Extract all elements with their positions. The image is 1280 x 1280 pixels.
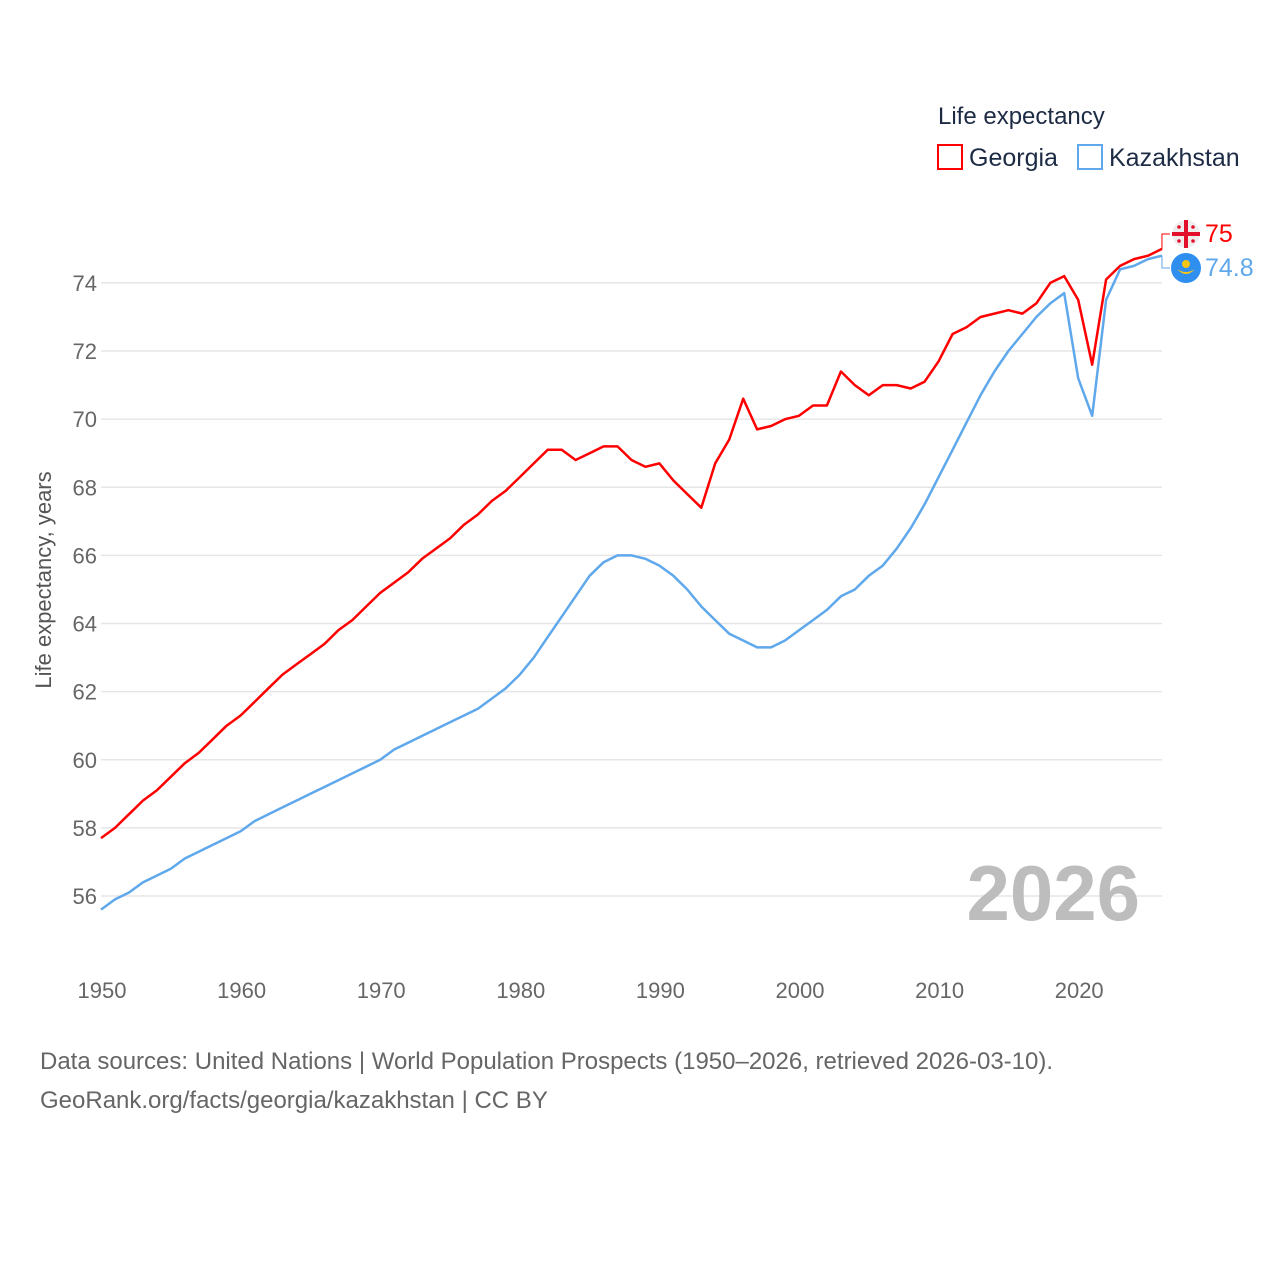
series-line-georgia <box>100 247 1163 840</box>
attribution-link[interactable]: GeoRank.org/facts/georgia/kazakhstan | C… <box>40 1087 548 1114</box>
gridlines <box>101 282 1162 897</box>
legend-swatch-kazakhstan[interactable] <box>1077 144 1103 170</box>
y-tick-label: 60 <box>73 748 97 773</box>
end-label-georgia: 75 <box>1205 220 1233 248</box>
legend-title: Life expectancy <box>938 103 1105 130</box>
x-axis-ticks: 1950 1960 1970 1980 1990 2000 2010 2020 <box>78 978 1104 1003</box>
current-year-watermark: 2026 <box>966 849 1140 937</box>
series-line-kazakhstan <box>100 254 1163 911</box>
legend-swatch-georgia[interactable] <box>937 144 963 170</box>
y-tick-label: 68 <box>73 475 97 500</box>
x-tick-label: 2000 <box>776 978 825 1003</box>
x-tick-label: 1960 <box>217 978 266 1003</box>
y-axis-ticks: 56 58 60 62 64 66 68 70 72 74 <box>73 271 97 909</box>
legend-label-georgia[interactable]: Georgia <box>969 144 1058 172</box>
georgia-flag-icon <box>1172 220 1200 248</box>
y-tick-label: 56 <box>73 884 97 909</box>
series-lines <box>100 233 1170 911</box>
y-tick-label: 70 <box>73 407 97 432</box>
legend: Life expectancy Georgia Kazakhstan <box>937 103 1240 172</box>
y-tick-label: 58 <box>73 816 97 841</box>
kazakhstan-flag-icon <box>1171 253 1201 283</box>
y-tick-label: 62 <box>73 680 97 705</box>
x-tick-label: 2010 <box>915 978 964 1003</box>
end-labels: 75 74.8 <box>1171 220 1254 283</box>
data-source-text: Data sources: United Nations | World Pop… <box>40 1048 1054 1075</box>
end-label-connector <box>1161 255 1170 269</box>
y-tick-label: 74 <box>73 271 97 296</box>
y-tick-label: 72 <box>73 339 97 364</box>
footer: Data sources: United Nations | World Pop… <box>40 1042 1053 1120</box>
x-tick-label: 1950 <box>78 978 127 1003</box>
legend-label-kazakhstan[interactable]: Kazakhstan <box>1109 144 1240 172</box>
y-tick-label: 64 <box>73 612 97 637</box>
end-label-kazakhstan: 74.8 <box>1205 254 1254 282</box>
end-label-connector <box>1161 233 1170 249</box>
y-axis-label: Life expectancy, years <box>31 471 56 688</box>
y-tick-label: 66 <box>73 543 97 568</box>
x-tick-label: 1970 <box>357 978 406 1003</box>
x-tick-label: 1980 <box>496 978 545 1003</box>
x-tick-label: 1990 <box>636 978 685 1003</box>
x-tick-label: 2020 <box>1055 978 1104 1003</box>
